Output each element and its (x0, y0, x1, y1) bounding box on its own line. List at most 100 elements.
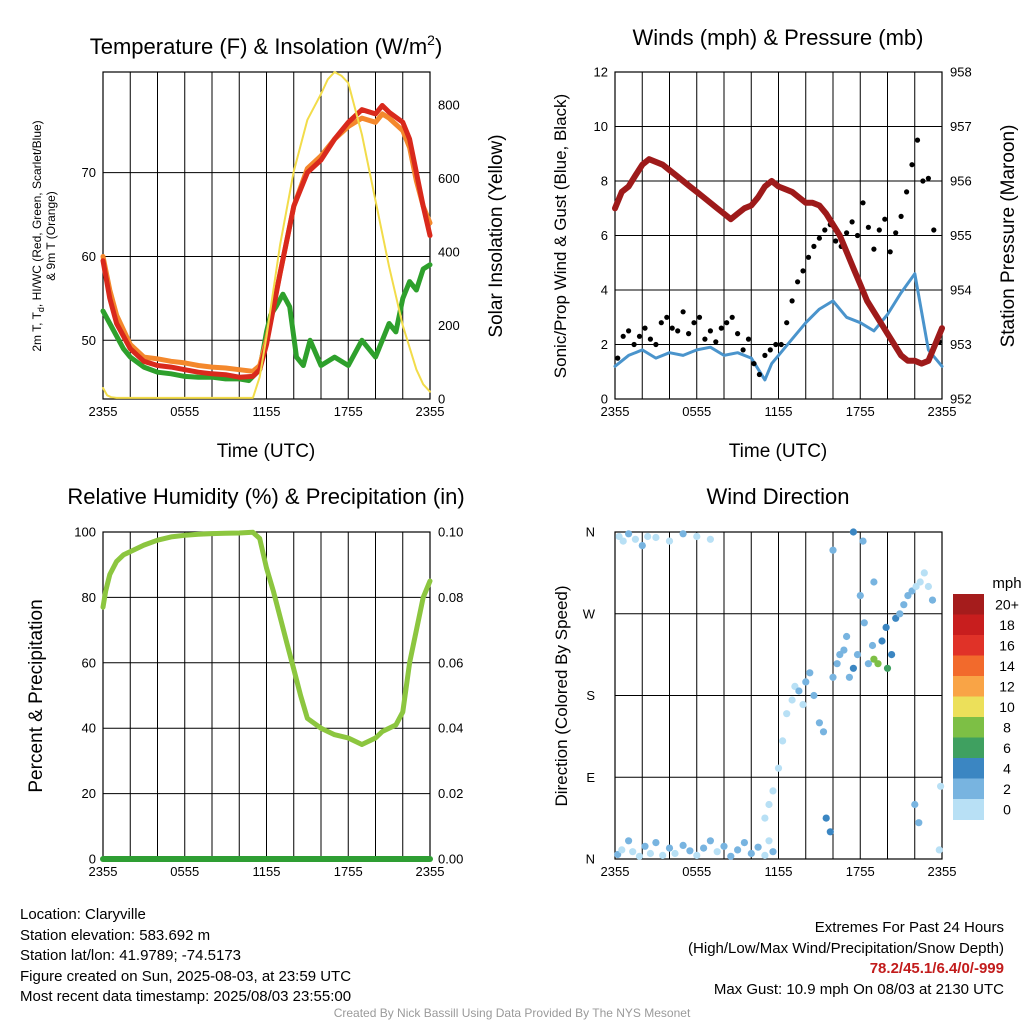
gust-point (876, 227, 882, 233)
wind-x-tick-label: 2355 (601, 404, 630, 419)
speed-legend-title: mph (992, 575, 1021, 592)
pressure-line (612, 156, 945, 367)
direction-point (618, 846, 626, 854)
rh-x-tick-label: 2355 (89, 864, 118, 879)
wind-y-tick-label: 8 (601, 174, 608, 189)
wind-speed-line (613, 272, 944, 382)
direction-point (806, 669, 814, 677)
pressure-right-axis-label: Station Pressure (Maroon) (998, 125, 1019, 348)
pressure-y2-tick-label: 953 (950, 337, 972, 352)
temperature-x-axis-label: Time (UTC) (217, 441, 316, 462)
direction-point (740, 839, 749, 847)
temp-x-tick-label: 2355 (416, 404, 445, 419)
dir-x-tick-label: 1755 (846, 864, 875, 879)
station-elevation: Station elevation: 583.692 m (20, 926, 211, 944)
direction-left-axis-label: Direction (Colored By Speed) (552, 585, 571, 806)
direction-point (795, 687, 803, 695)
dewpoint-line (100, 262, 433, 384)
direction-point (720, 842, 728, 850)
legend-swatch (953, 676, 984, 697)
dir-y-tick-label: S (586, 688, 595, 703)
temp-x-tick-label: 1755 (334, 404, 363, 419)
direction-point (747, 849, 755, 858)
station-location: Location: Claryville (20, 906, 146, 923)
legend-label: 8 (1003, 719, 1011, 735)
rh-x-tick-label: 1155 (253, 864, 281, 879)
temp-x-tick-label: 0555 (170, 404, 199, 419)
gust-point (833, 238, 839, 244)
station-info: Location: Claryville Station elevation: … (20, 905, 351, 1008)
dir-y-tick-label: W (583, 606, 596, 621)
wind-y-tick-label: 2 (601, 337, 608, 352)
pressure-y2-tick-label: 955 (950, 228, 972, 243)
gust-point (631, 341, 637, 348)
direction-point (799, 701, 807, 709)
direction-point (829, 673, 837, 681)
gust-point (909, 162, 915, 168)
pressure-y2-tick-label: 952 (950, 392, 972, 407)
gust-point (871, 246, 877, 252)
direction-point (671, 849, 679, 858)
pressure-y2-tick-label: 956 (950, 174, 972, 189)
direction-point (641, 842, 649, 850)
gust-point (691, 320, 697, 326)
direction-point (761, 814, 769, 822)
humidity-line (100, 529, 433, 747)
direction-point (679, 530, 687, 538)
gust-point (735, 331, 741, 337)
gust-point (931, 227, 937, 233)
direction-point (860, 619, 868, 627)
gust-point (713, 339, 719, 345)
direction-point (693, 851, 701, 860)
direction-point (935, 846, 943, 854)
direction-point (638, 542, 646, 550)
direction-point (896, 610, 904, 618)
legend-label: 16 (999, 637, 1015, 653)
extremes-subtitle: (High/Low/Max Wind/Precipitation/Snow De… (688, 939, 1004, 957)
legend-label: 14 (999, 658, 1015, 674)
legend-label: 6 (1003, 740, 1011, 756)
direction-point (625, 837, 633, 845)
direction-point (843, 632, 851, 641)
legend-swatch (953, 799, 984, 820)
gust-point (724, 320, 730, 326)
gust-point (887, 249, 893, 255)
direction-point (815, 719, 824, 727)
gust-point (920, 178, 926, 184)
rh-y-tick-label: 60 (82, 655, 96, 670)
direction-point (904, 592, 912, 600)
gust-point (696, 314, 703, 320)
direction-point (829, 546, 837, 554)
direction-point (713, 848, 721, 856)
gust-point (669, 325, 675, 331)
gust-point (680, 309, 686, 315)
gust-point (882, 216, 888, 222)
speed-color-legend: 20+ 18 16 14 12 10 8 6 4 2 0 (953, 594, 1019, 820)
gust-point (844, 230, 850, 236)
precip-y2-tick-label: 0.06 (438, 655, 463, 670)
direction-point (625, 530, 633, 538)
gust-point (865, 224, 872, 230)
gust-point (789, 298, 795, 304)
legend-swatch (953, 717, 984, 738)
legend-swatch (953, 635, 984, 656)
insolation-y2-tick-label: 200 (438, 318, 460, 333)
direction-point (706, 535, 715, 543)
rh-y-tick-label: 0 (89, 852, 96, 867)
gust-point (686, 331, 692, 337)
station-latlon: Station lat/lon: 41.9789; -74.5173 (20, 947, 242, 965)
insolation-line (102, 71, 431, 399)
direction-point (911, 800, 919, 809)
gust-point (729, 314, 735, 320)
gust-point (925, 175, 932, 181)
dir-x-tick-label: 2355 (601, 864, 630, 879)
direction-point (706, 837, 715, 845)
wind-x-tick-label: 1155 (765, 404, 793, 419)
max-gust: Max Gust: 10.9 mph On 08/03 at 2130 UTC (713, 980, 1004, 998)
gust-point (849, 219, 855, 225)
temperature-panel-title: Temperature (F) & Insolation (W/m2) (90, 32, 443, 59)
direction-point (665, 844, 674, 852)
gust-point (784, 320, 790, 326)
direction-point (631, 535, 640, 543)
direction-point (754, 843, 762, 851)
